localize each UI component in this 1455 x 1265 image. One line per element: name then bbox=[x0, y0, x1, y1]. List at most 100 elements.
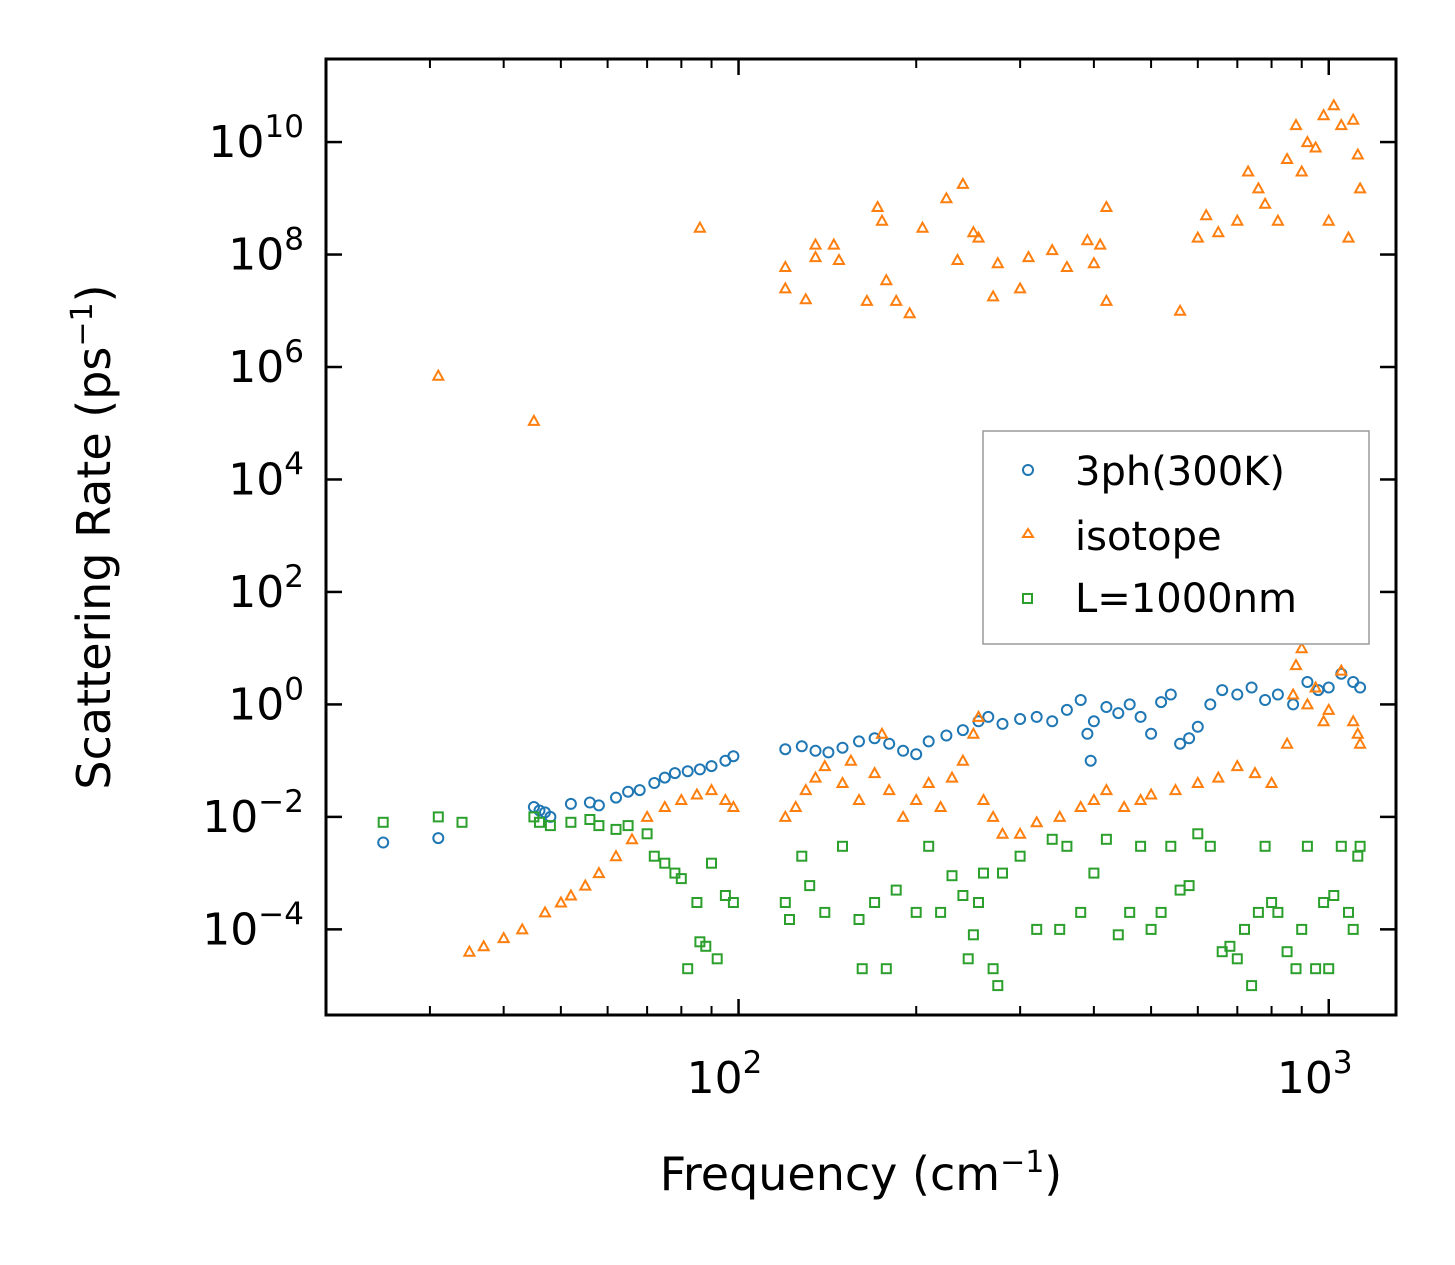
data-point-2 bbox=[923, 840, 935, 852]
data-point-1 bbox=[966, 225, 981, 238]
data-point-1 bbox=[1099, 199, 1114, 212]
data-point-0 bbox=[1301, 676, 1314, 688]
data-point-1 bbox=[1295, 641, 1309, 654]
data-point-2 bbox=[1318, 897, 1330, 908]
legend-label-3ph: 3ph(300K) bbox=[1075, 449, 1285, 495]
y-tick-label: 102 bbox=[228, 559, 304, 618]
y-tick-label: 10−2 bbox=[202, 784, 304, 843]
data-point-1 bbox=[832, 252, 846, 265]
data-point-0 bbox=[1087, 715, 1100, 728]
data-point-1 bbox=[1251, 181, 1266, 194]
data-point-2 bbox=[992, 980, 1004, 992]
data-point-1 bbox=[1191, 230, 1205, 243]
data-point-0 bbox=[1081, 727, 1094, 740]
data-point-2 bbox=[1323, 963, 1335, 975]
data-point-0 bbox=[648, 777, 661, 789]
data-point-1 bbox=[1144, 787, 1158, 800]
data-point-2 bbox=[565, 816, 577, 828]
data-point-0 bbox=[1183, 732, 1196, 745]
data-point-1 bbox=[956, 753, 970, 766]
data-point-1 bbox=[1351, 147, 1365, 160]
data-point-2 bbox=[1192, 828, 1204, 840]
data-point-1 bbox=[950, 252, 965, 265]
data-point-0 bbox=[1174, 737, 1187, 750]
data-point-2 bbox=[1100, 833, 1112, 845]
data-point-2 bbox=[610, 823, 622, 835]
y-tick-label: 10−4 bbox=[202, 896, 304, 955]
data-point-2 bbox=[1183, 880, 1195, 892]
plot-frame bbox=[324, 57, 1398, 1017]
data-point-0 bbox=[658, 771, 671, 784]
data-point-0 bbox=[853, 735, 865, 748]
data-point-2 bbox=[377, 816, 389, 828]
data-point-0 bbox=[1030, 710, 1043, 723]
data-point-0 bbox=[1191, 720, 1204, 733]
data-point-2 bbox=[1014, 850, 1026, 862]
data-point-1 bbox=[945, 770, 959, 783]
data-point-1 bbox=[1053, 809, 1067, 822]
data-point-0 bbox=[940, 729, 953, 742]
data-point-1 bbox=[1316, 714, 1331, 727]
data-point-0 bbox=[822, 746, 835, 759]
data-point-0 bbox=[795, 740, 808, 753]
data-point-2 bbox=[706, 857, 717, 869]
data-point-1 bbox=[995, 826, 1010, 839]
data-point-1 bbox=[718, 792, 733, 805]
data-point-1 bbox=[1289, 658, 1303, 671]
data-point-2 bbox=[935, 906, 947, 918]
data-point-1 bbox=[1191, 775, 1205, 788]
data-point-2 bbox=[804, 880, 816, 892]
data-point-1 bbox=[1286, 687, 1300, 700]
data-point-1 bbox=[658, 799, 672, 812]
data-point-0 bbox=[668, 767, 681, 780]
data-point-1 bbox=[1021, 250, 1036, 263]
data-point-0 bbox=[1155, 696, 1168, 709]
data-point-1 bbox=[1199, 208, 1213, 221]
y-tick-label: 108 bbox=[228, 222, 304, 281]
data-point-1 bbox=[875, 213, 889, 226]
data-point-2 bbox=[1335, 840, 1347, 852]
data-point-1 bbox=[844, 753, 858, 766]
data-point-2 bbox=[856, 963, 868, 975]
data-point-1 bbox=[1322, 213, 1336, 226]
data-point-1 bbox=[778, 809, 792, 822]
data-point-1 bbox=[778, 281, 792, 294]
data-point-2 bbox=[779, 897, 791, 908]
data-point-1 bbox=[693, 220, 707, 233]
legend-label-l1000nm: L=1000nm bbox=[1075, 576, 1297, 622]
data-point-2 bbox=[1328, 890, 1340, 901]
data-point-1 bbox=[971, 709, 986, 722]
data-point-2 bbox=[987, 963, 999, 975]
data-point-1 bbox=[1327, 98, 1341, 111]
data-point-0 bbox=[1259, 694, 1272, 706]
data-point-2 bbox=[534, 816, 545, 828]
data-point-0 bbox=[1216, 684, 1229, 697]
data-point-2 bbox=[1054, 923, 1066, 935]
data-point-2 bbox=[1075, 906, 1087, 918]
legend: 3ph(300K) isotope L=1000nm bbox=[982, 430, 1370, 645]
data-point-2 bbox=[691, 897, 703, 908]
data-point-2 bbox=[1165, 840, 1177, 852]
data-point-1 bbox=[1351, 726, 1365, 739]
data-point-0 bbox=[996, 717, 1009, 730]
data-point-0 bbox=[1014, 713, 1027, 725]
data-point-1 bbox=[1173, 303, 1187, 316]
data-point-2 bbox=[1155, 906, 1167, 918]
data-point-2 bbox=[544, 820, 556, 832]
series-0 bbox=[377, 667, 1367, 849]
data-point-1 bbox=[1060, 259, 1074, 272]
data-point-0 bbox=[910, 748, 923, 761]
data-point-1 bbox=[799, 292, 813, 305]
data-point-1 bbox=[915, 220, 930, 233]
data-point-2 bbox=[1031, 923, 1043, 935]
data-point-1 bbox=[939, 191, 954, 204]
data-point-0 bbox=[956, 724, 969, 737]
data-point-1 bbox=[879, 273, 893, 286]
data-point-0 bbox=[1204, 698, 1217, 711]
data-point-2 bbox=[659, 857, 671, 869]
data-point-1 bbox=[527, 413, 541, 426]
data-point-2 bbox=[641, 828, 653, 840]
data-point-2 bbox=[1124, 906, 1136, 918]
data-point-0 bbox=[1231, 688, 1244, 701]
data-point-2 bbox=[796, 850, 808, 862]
